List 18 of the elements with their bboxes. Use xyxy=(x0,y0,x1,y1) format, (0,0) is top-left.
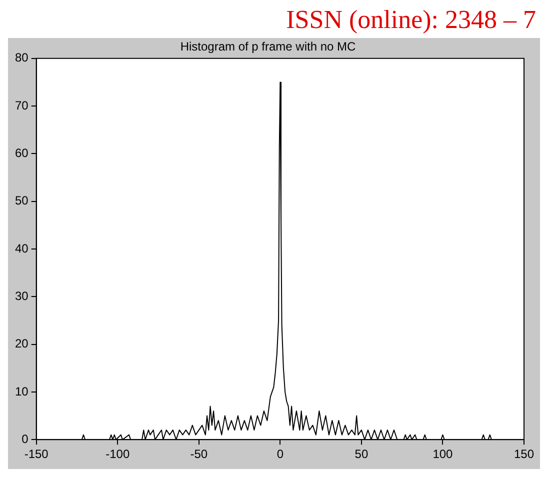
x-tick-label: 0 xyxy=(276,447,284,462)
y-tick-label: 0 xyxy=(22,432,29,446)
chart-title: Histogram of p frame with no MC xyxy=(180,40,356,54)
y-tick-label: 20 xyxy=(14,336,29,351)
x-tick-label: -150 xyxy=(24,447,49,462)
y-tick-label: 50 xyxy=(14,194,29,208)
y-tick-label: 10 xyxy=(14,384,29,398)
x-tick-label: 50 xyxy=(354,447,368,462)
text: ISSN (online): 2348 – 7 xyxy=(286,4,536,34)
y-tick-label: 40 xyxy=(14,241,29,256)
y-tick-label: 80 xyxy=(14,50,29,65)
x-tick-label: -100 xyxy=(106,447,130,462)
y-tick-label: 30 xyxy=(14,288,29,303)
x-tick-label: 100 xyxy=(432,447,454,462)
x-tick-label: 150 xyxy=(514,447,534,462)
y-tick-label: 70 xyxy=(14,98,29,112)
x-tick-label: -50 xyxy=(190,447,208,462)
y-tick-label: 60 xyxy=(14,146,29,160)
